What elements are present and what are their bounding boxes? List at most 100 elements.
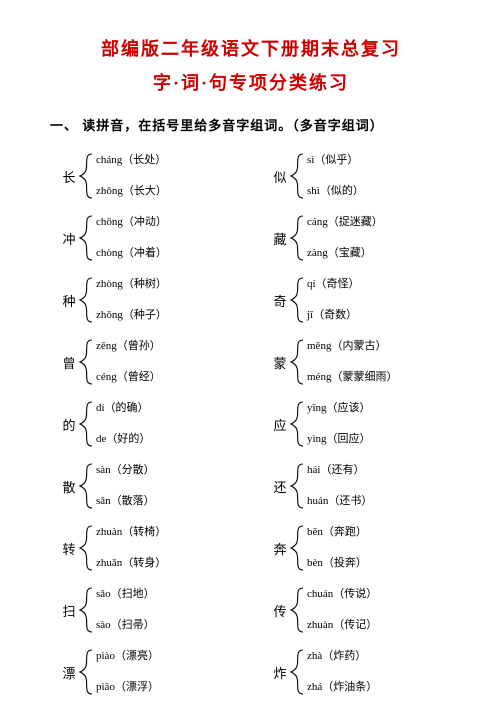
reading-top: sǎo（扫地） bbox=[96, 588, 155, 601]
pair-item: 传chuán（传说）zhuàn（传记） bbox=[271, 586, 452, 634]
reading-bottom: sǎn（散落） bbox=[96, 495, 155, 508]
reading-top: yīng（应该） bbox=[307, 402, 371, 415]
reading-bottom: de（好的） bbox=[96, 433, 150, 446]
hanzi-char: 奔 bbox=[271, 539, 289, 558]
reading-bottom: bèn（投奔） bbox=[307, 557, 367, 570]
reading-bottom: piāo（漂浮） bbox=[96, 681, 159, 694]
brace-icon bbox=[78, 276, 96, 324]
hanzi-char: 的 bbox=[60, 415, 78, 434]
readings-group: měng（内蒙古） méng（蒙蒙细雨） bbox=[307, 338, 397, 386]
reading-top: chuán（传说） bbox=[307, 588, 377, 601]
reading-bottom: zhǒng（种子） bbox=[96, 309, 167, 322]
hanzi-char: 种 bbox=[60, 291, 78, 310]
hanzi-char: 蒙 bbox=[271, 353, 289, 372]
readings-group: sǎo（扫地） sào（扫帚） bbox=[96, 586, 155, 634]
reading-top: měng（内蒙古） bbox=[307, 340, 397, 353]
readings-group: zēng（曾孙） céng（曾经） bbox=[96, 338, 161, 386]
readings-group: dí（的确） de（好的） bbox=[96, 400, 150, 448]
hanzi-char: 奇 bbox=[271, 291, 289, 310]
pair-item: 似 sì（似乎）shì（似的） bbox=[271, 152, 452, 200]
hanzi-char: 散 bbox=[60, 477, 78, 496]
readings-group: hái（还有） huán（还书） bbox=[307, 462, 372, 510]
hanzi-char: 冲 bbox=[60, 229, 78, 248]
hanzi-char: 漂 bbox=[60, 663, 78, 682]
readings-group: zhà（炸药） zhá（炸油条） bbox=[307, 648, 377, 696]
reading-bottom: zhǒng（长大） bbox=[96, 185, 167, 198]
reading-bottom: méng（蒙蒙细雨） bbox=[307, 371, 397, 384]
readings-group: bēn（奔跑） bèn（投奔） bbox=[307, 524, 367, 572]
reading-bottom: huán（还书） bbox=[307, 495, 372, 508]
brace-icon bbox=[78, 400, 96, 448]
reading-bottom: yìng（回应） bbox=[307, 433, 371, 446]
readings-group: sì（似乎）shì（似的） bbox=[307, 152, 364, 200]
hanzi-char: 扫 bbox=[60, 601, 78, 620]
hanzi-char: 转 bbox=[60, 539, 78, 558]
hanzi-char: 应 bbox=[271, 415, 289, 434]
title-line-1: 部编版二年级语文下册期末总复习 bbox=[50, 35, 452, 61]
reading-top: cáng（捉迷藏） bbox=[307, 216, 383, 229]
brace-icon bbox=[78, 462, 96, 510]
reading-top: bēn（奔跑） bbox=[307, 526, 367, 539]
brace-icon bbox=[78, 586, 96, 634]
brace-icon bbox=[78, 338, 96, 386]
pair-item: 应 yīng（应该） yìng（回应） bbox=[271, 400, 452, 448]
reading-top: sì（似乎） bbox=[307, 154, 364, 167]
brace-icon bbox=[289, 276, 307, 324]
reading-top: chōng（冲动） bbox=[96, 216, 167, 229]
brace-icon bbox=[289, 648, 307, 696]
reading-bottom: sào（扫帚） bbox=[96, 619, 155, 632]
reading-top: zhà（炸药） bbox=[307, 650, 377, 663]
reading-bottom: chòng（冲着） bbox=[96, 247, 167, 260]
reading-bottom: céng（曾经） bbox=[96, 371, 161, 384]
pair-item: 种 zhòng（种树） zhǒng（种子） bbox=[60, 276, 241, 324]
reading-top: qí（奇怪） bbox=[307, 278, 360, 291]
brace-icon bbox=[289, 214, 307, 262]
readings-group: cáng（捉迷藏） zàng（宝藏） bbox=[307, 214, 383, 262]
reading-top: zhuàn（转椅） bbox=[96, 526, 166, 539]
reading-top: zēng（曾孙） bbox=[96, 340, 161, 353]
hanzi-char: 曾 bbox=[60, 353, 78, 372]
pair-item: 炸zhà（炸药）zhá（炸油条） bbox=[271, 648, 452, 696]
reading-top: sàn（分散） bbox=[96, 464, 155, 477]
pair-item: 扫 sǎo（扫地） sào（扫帚） bbox=[60, 586, 241, 634]
reading-bottom: jī（奇数） bbox=[307, 309, 360, 322]
readings-group: piào（漂亮） piāo（漂浮） bbox=[96, 648, 159, 696]
brace-icon bbox=[289, 338, 307, 386]
reading-bottom: zàng（宝藏） bbox=[307, 247, 383, 260]
brace-icon bbox=[289, 586, 307, 634]
pair-item: 转 zhuàn（转椅） zhuǎn（转身） bbox=[60, 524, 241, 572]
brace-icon bbox=[78, 648, 96, 696]
reading-bottom: zhá（炸油条） bbox=[307, 681, 377, 694]
pair-item: 还 hái（还有） huán（还书） bbox=[271, 462, 452, 510]
hanzi-char: 长 bbox=[60, 167, 78, 186]
brace-icon bbox=[78, 214, 96, 262]
readings-group: zhuàn（转椅） zhuǎn（转身） bbox=[96, 524, 166, 572]
readings-group: zhòng（种树） zhǒng（种子） bbox=[96, 276, 167, 324]
readings-group: yīng（应该） yìng（回应） bbox=[307, 400, 371, 448]
readings-group: chuán（传说） zhuàn（传记） bbox=[307, 586, 377, 634]
pair-item: 的 dí（的确） de（好的） bbox=[60, 400, 241, 448]
hanzi-char: 藏 bbox=[271, 229, 289, 248]
pair-item: 冲 chōng（冲动） chòng（冲着） bbox=[60, 214, 241, 262]
reading-bottom: zhuàn（传记） bbox=[307, 619, 377, 632]
brace-icon bbox=[289, 524, 307, 572]
readings-group: sàn（分散） sǎn（散落） bbox=[96, 462, 155, 510]
pairs-grid: 长 cháng（长处） zhǒng（长大） 似 sì（似乎）shì（似的） 冲 chōng（… bbox=[50, 152, 452, 696]
brace-icon bbox=[289, 400, 307, 448]
readings-group: chōng（冲动） chòng（冲着） bbox=[96, 214, 167, 262]
reading-top: dí（的确） bbox=[96, 402, 150, 415]
reading-top: cháng（长处） bbox=[96, 154, 167, 167]
reading-bottom: zhuǎn（转身） bbox=[96, 557, 166, 570]
hanzi-char: 还 bbox=[271, 477, 289, 496]
readings-group: qí（奇怪） jī（奇数） bbox=[307, 276, 360, 324]
reading-top: hái（还有） bbox=[307, 464, 372, 477]
brace-icon bbox=[289, 152, 307, 200]
reading-top: zhòng（种树） bbox=[96, 278, 167, 291]
pair-item: 漂 piào（漂亮） piāo（漂浮） bbox=[60, 648, 241, 696]
brace-icon bbox=[78, 152, 96, 200]
pair-item: 蒙 měng（内蒙古） méng（蒙蒙细雨） bbox=[271, 338, 452, 386]
reading-top: piào（漂亮） bbox=[96, 650, 159, 663]
hanzi-char: 似 bbox=[271, 167, 289, 186]
brace-icon bbox=[289, 462, 307, 510]
pair-item: 藏 cáng（捉迷藏） zàng（宝藏） bbox=[271, 214, 452, 262]
